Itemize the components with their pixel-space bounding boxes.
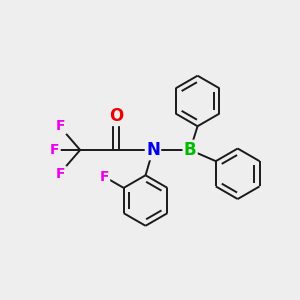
Text: N: N (146, 141, 160, 159)
Text: B: B (184, 141, 197, 159)
Text: F: F (56, 167, 66, 181)
Text: F: F (50, 143, 60, 157)
Text: O: O (109, 107, 123, 125)
Text: F: F (100, 170, 109, 184)
Text: F: F (56, 119, 66, 133)
